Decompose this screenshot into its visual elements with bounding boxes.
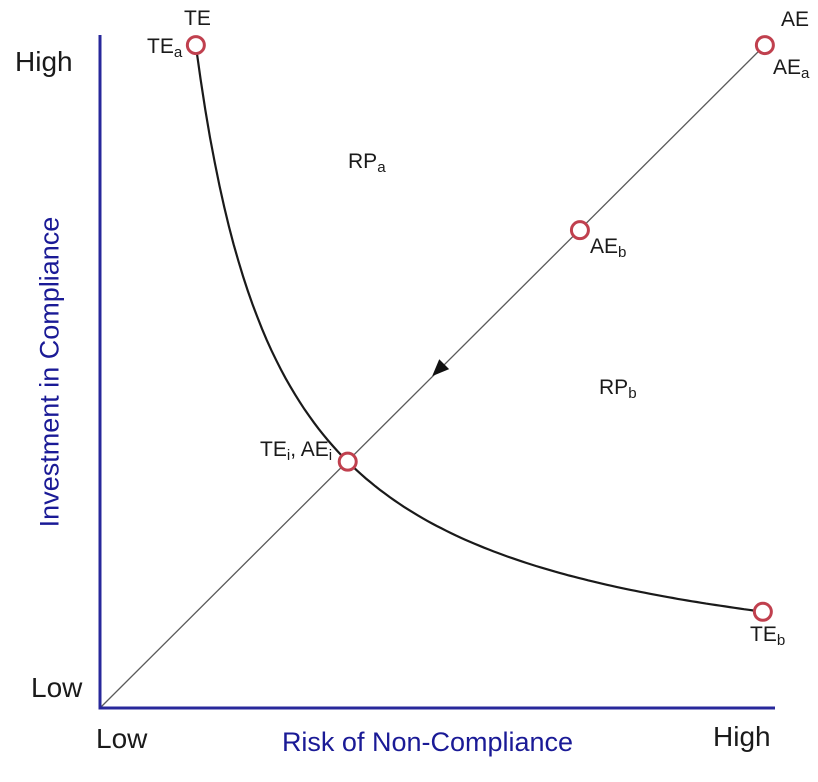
region-label-rp-a: RPa (348, 150, 386, 177)
marker-AEb (569, 220, 590, 241)
point-label-te-b: TEb (750, 623, 786, 650)
te-curve (194, 44, 764, 613)
ae-line-label: AE (781, 8, 810, 31)
point-label-ae-a: AEa (773, 56, 810, 83)
x-axis-tick-low: Low (96, 723, 148, 754)
point-label-ae-b: AEb (590, 235, 627, 262)
point-label-te-a: TEa (147, 35, 183, 62)
ae-line (99, 44, 766, 709)
y-axis-tick-high: High (15, 46, 73, 77)
x-axis-tick-high: High (713, 721, 771, 752)
marker-AEa (754, 35, 775, 56)
y-axis-title: Investment in Compliance (34, 216, 65, 528)
marker-TEa (185, 35, 206, 56)
y-axis-tick-low: Low (31, 672, 83, 703)
region-label-rp-b: RPb (599, 376, 637, 403)
point-label-te-i-ae-i: TEi, AEi (260, 438, 333, 465)
ae-direction-arrow (432, 359, 450, 377)
x-axis-title: Risk of Non-Compliance (281, 727, 574, 757)
te-curve-label: TE (184, 7, 211, 30)
marker-TEi-AEi (337, 451, 358, 472)
marker-TEb (752, 601, 773, 622)
